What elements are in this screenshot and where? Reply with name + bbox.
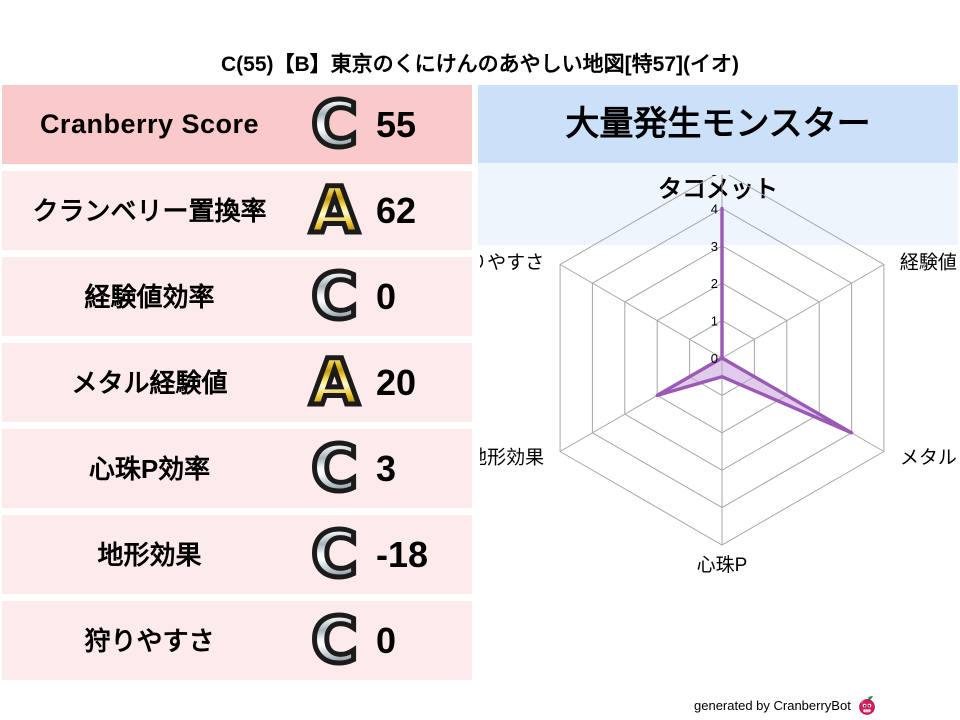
rank-badge-icon: C xyxy=(309,88,360,161)
stat-value-cell: -18 xyxy=(372,515,472,594)
stat-value-cell: 0 xyxy=(372,601,472,680)
stat-label: 狩りやすさ xyxy=(84,625,215,656)
radar-axis-labels: クランベリー置換率経験値メタル心珠P地形効果狩りやすさ xyxy=(480,252,957,577)
stat-value: 20 xyxy=(376,361,417,403)
stat-value: -18 xyxy=(376,533,429,575)
rank-badge-icon: C xyxy=(309,518,360,591)
monster-name: タコメット xyxy=(658,176,778,203)
stat-label: 地形効果 xyxy=(97,539,202,570)
radar-tick-label: 5 xyxy=(711,175,718,179)
stat-value-cell: 62 xyxy=(372,171,472,250)
stat-label: 経験値効率 xyxy=(84,281,215,312)
cranberry-icon xyxy=(858,696,875,715)
stat-table: Cranberry Score C 55 クランベリー置換率 A 62 経験値効… xyxy=(2,85,474,680)
stat-label: クランベリー置換率 xyxy=(32,195,267,226)
radar-axis-label: 経験値 xyxy=(900,252,957,274)
stat-value: 3 xyxy=(376,447,397,489)
rank-badge-icon: A xyxy=(308,346,362,419)
stat-value: 55 xyxy=(376,103,417,145)
table-row: 地形効果 C -18 xyxy=(2,515,474,594)
stat-value-cell: 3 xyxy=(372,429,472,508)
stat-value-cell: 0 xyxy=(372,257,472,336)
radar-tick-label: 1 xyxy=(711,314,718,329)
rank-badge-cell: A xyxy=(297,171,372,250)
radar-spoke xyxy=(559,264,723,359)
radar-data-polygon xyxy=(655,206,854,435)
table-row: Cranberry Score C 55 xyxy=(2,85,474,164)
table-row: 狩りやすさ C 0 xyxy=(2,601,474,680)
rank-badge-cell: C xyxy=(297,85,372,164)
rank-badge-cell: C xyxy=(297,601,372,680)
footer-credit: generated by CranberryBot xyxy=(694,697,851,713)
rank-badge-cell: A xyxy=(297,343,372,422)
footer: generated by CranberryBot xyxy=(694,694,878,716)
stat-value: 0 xyxy=(376,619,397,661)
rank-badge-icon: A xyxy=(308,174,362,247)
radar-tick-labels: 0 1 2 3 4 5 xyxy=(711,175,718,366)
monster-name-row: タコメット xyxy=(478,163,958,245)
radar-tick-label: 3 xyxy=(711,239,718,254)
rank-badge-cell: C xyxy=(297,515,372,594)
stat-label-cell: 経験値効率 xyxy=(2,257,297,336)
stat-value-cell: 55 xyxy=(372,85,472,164)
table-row: メタル経験値 A 20 xyxy=(2,343,474,422)
rank-badge-cell: C xyxy=(297,257,372,336)
rank-badge-icon: C xyxy=(309,604,360,677)
stat-label: Cranberry Score xyxy=(39,109,260,139)
radar-chart: 012345 クランベリー置換率経験値メタル心珠P地形効果狩りやすさ xyxy=(480,175,960,685)
rank-badge-icon: C xyxy=(309,260,360,333)
stat-label-cell: Cranberry Score xyxy=(2,85,297,164)
radar-tick-label: 2 xyxy=(711,276,718,291)
monster-header: 大量発生モンスター xyxy=(478,85,958,163)
rank-badge-icon: C xyxy=(309,432,360,505)
stat-label: メタル経験値 xyxy=(71,367,228,398)
stat-label: 心珠P効率 xyxy=(88,453,211,484)
radar-axis-label: 心珠P xyxy=(697,554,748,576)
radar-tick-label: 0 xyxy=(711,351,718,366)
stat-label-cell: 地形効果 xyxy=(2,515,297,594)
radar-tick-label: 4 xyxy=(711,201,718,216)
stat-value-cell: 20 xyxy=(372,343,472,422)
stat-value: 62 xyxy=(376,189,417,231)
table-row: 経験値効率 C 0 xyxy=(2,257,474,336)
table-row: クランベリー置換率 A 62 xyxy=(2,171,474,250)
stat-label-cell: 心珠P効率 xyxy=(2,429,297,508)
monster-header-label: 大量発生モンスター xyxy=(565,105,871,143)
page-title: C(55)【B】東京のくにけんのあやしい地図[特57](イオ) xyxy=(220,53,739,76)
radar-spoke xyxy=(721,264,885,359)
radar-axis-label: メタル xyxy=(900,447,957,469)
rank-badge-cell: C xyxy=(297,429,372,508)
stat-value: 0 xyxy=(376,275,397,317)
radar-chart-svg: 012345 クランベリー置換率経験値メタル心珠P地形効果狩りやすさ xyxy=(480,175,957,577)
table-row: 心珠P効率 C 3 xyxy=(2,429,474,508)
monster-panel: 大量発生モンスター タコメット 012345 クランベリー置換率経験値メタル心珠… xyxy=(478,85,958,685)
stat-label-cell: メタル経験値 xyxy=(2,343,297,422)
radar-axis-label: 狩りやすさ xyxy=(480,252,544,274)
radar-axis-label: 地形効果 xyxy=(480,447,544,469)
stat-label-cell: クランベリー置換率 xyxy=(2,171,297,250)
stat-label-cell: 狩りやすさ xyxy=(2,601,297,680)
